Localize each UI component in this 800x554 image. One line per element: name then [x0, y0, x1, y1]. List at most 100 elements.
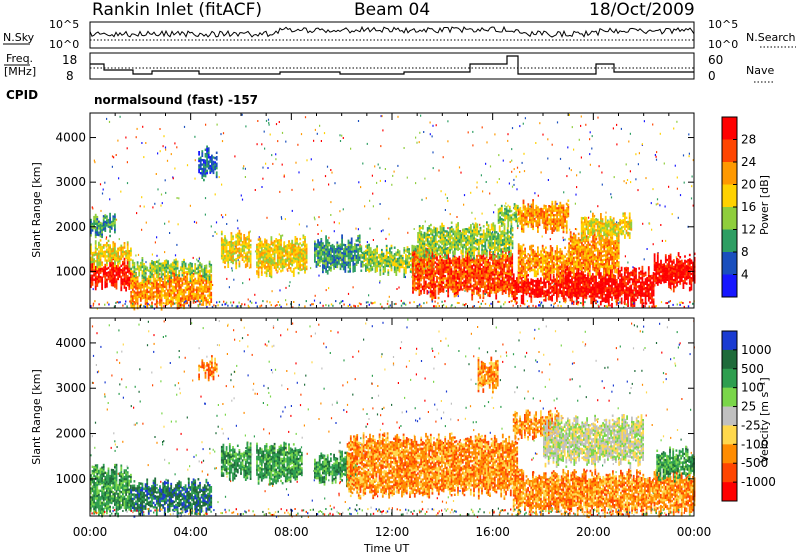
echo-cell	[90, 274, 92, 277]
echo-cell	[455, 276, 458, 279]
freq-label: Freq.	[6, 52, 33, 65]
echo-cell	[141, 276, 144, 280]
echo-cell	[208, 285, 211, 288]
echo-cell	[381, 251, 383, 254]
echo-cell	[323, 249, 326, 252]
sparse-echo	[226, 277, 228, 280]
echo-cell	[442, 259, 445, 262]
echo-cell	[122, 255, 124, 258]
echo-cell	[283, 245, 286, 249]
echo-cell	[167, 273, 169, 276]
echo-cell	[225, 257, 228, 260]
echo-cell	[96, 271, 99, 274]
echo-cell	[482, 281, 485, 284]
echo-cell	[191, 267, 193, 270]
echo-cell	[101, 269, 103, 273]
echo-cell	[349, 243, 351, 247]
echo-cell	[144, 291, 147, 295]
echo-cell	[368, 248, 370, 251]
echo-cell	[275, 249, 278, 252]
echo-cell	[450, 259, 453, 262]
echo-cell	[468, 274, 470, 278]
echo-cell	[276, 259, 279, 262]
sparse-echo	[365, 301, 367, 304]
echo-cell	[200, 303, 203, 306]
echo-cell	[265, 265, 268, 269]
echo-cell	[477, 263, 480, 266]
echo-cell	[465, 245, 467, 248]
echo-cell	[326, 245, 329, 249]
echo-cell	[322, 264, 324, 267]
sparse-echo	[671, 213, 673, 216]
echo-cell	[461, 277, 464, 280]
echo-cell	[288, 242, 290, 245]
echo-cell	[170, 302, 173, 305]
echo-cell	[130, 297, 133, 300]
sparse-echo	[567, 146, 569, 149]
echo-cell	[90, 218, 92, 222]
echo-cell	[344, 266, 347, 269]
echo-cell	[201, 170, 204, 173]
echo-cell	[256, 265, 258, 269]
echo-cell	[354, 247, 356, 250]
echo-cell	[296, 246, 298, 249]
echo-cell	[320, 240, 323, 243]
echo-cell	[210, 278, 213, 281]
echo-cell	[371, 259, 374, 262]
echo-cell	[200, 277, 203, 280]
echo-cell	[240, 252, 242, 255]
echo-cell	[267, 260, 270, 264]
echo-cell	[412, 275, 414, 279]
echo-cell	[91, 263, 94, 266]
echo-cell	[235, 240, 238, 243]
echo-cell	[230, 236, 233, 239]
echo-cell	[122, 253, 124, 256]
echo-cell	[458, 232, 461, 235]
echo-cell	[91, 229, 94, 232]
echo-cell	[374, 259, 377, 262]
echo-cell	[323, 264, 326, 267]
echo-cell	[192, 269, 195, 272]
echo-cell	[430, 252, 432, 255]
echo-cell	[325, 250, 327, 254]
echo-cell	[436, 240, 439, 244]
sparse-echo	[225, 213, 227, 216]
echo-cell	[320, 251, 323, 254]
sparse-echo	[570, 169, 572, 172]
sparse-echo	[241, 113, 243, 116]
echo-cell	[208, 287, 211, 291]
echo-cell	[331, 248, 334, 251]
echo-cell	[433, 226, 435, 229]
sparse-echo	[269, 133, 271, 136]
sparse-echo	[668, 185, 670, 188]
sparse-echo	[660, 301, 663, 304]
echo-cell	[109, 269, 111, 272]
echo-cell	[485, 284, 488, 287]
echo-cell	[433, 239, 435, 243]
echo-cell	[428, 247, 431, 250]
sparse-echo	[597, 116, 599, 119]
echo-cell	[120, 244, 123, 247]
sparse-echo	[92, 304, 94, 307]
echo-cell	[461, 262, 464, 265]
echo-cell	[449, 229, 451, 232]
echo-cell	[439, 232, 442, 235]
echo-cell	[181, 299, 184, 303]
echo-cell	[511, 279, 514, 282]
beam-label: Beam 04	[354, 0, 430, 20]
echo-cell	[99, 228, 102, 231]
echo-cell	[479, 267, 482, 271]
echo-cell	[509, 265, 512, 268]
echo-cell	[463, 239, 466, 242]
echo-cell	[334, 259, 337, 262]
echo-cell	[104, 229, 107, 232]
echo-cell	[183, 269, 185, 273]
echo-cell	[268, 265, 271, 269]
echo-cell	[446, 256, 448, 260]
echo-cell	[191, 279, 193, 282]
sparse-echo	[256, 143, 258, 146]
sparse-echo	[316, 132, 318, 135]
echo-cell	[157, 283, 160, 286]
echo-cell	[315, 252, 318, 255]
echo-cell	[199, 266, 201, 269]
